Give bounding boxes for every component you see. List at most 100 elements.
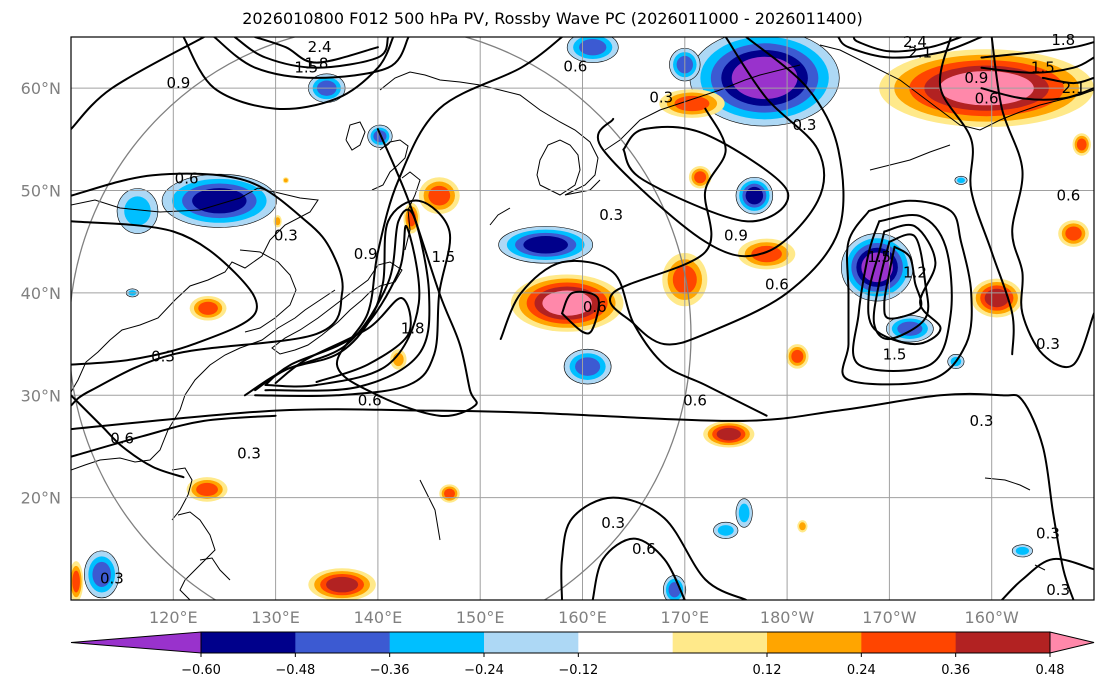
anomaly-level	[799, 522, 806, 531]
pv-contour-line	[254, 208, 431, 392]
anomaly-blob	[663, 575, 687, 600]
contour-label: 0.6	[358, 391, 382, 409]
contour-label: 2.4	[903, 33, 927, 51]
pv-contour-line	[561, 290, 600, 335]
anomaly-level	[326, 576, 359, 593]
coastlines	[71, 44, 1094, 600]
anomaly-blob	[308, 568, 376, 600]
contour-label: 0.6	[683, 391, 707, 409]
anomaly-level	[283, 178, 288, 183]
pv-contour-line	[980, 41, 1094, 59]
pv-contour-line	[938, 37, 1015, 356]
contour-label: 0.6	[110, 429, 134, 447]
anomaly-blob	[1072, 133, 1091, 156]
anomaly-level	[694, 171, 707, 184]
colorbar-segment	[578, 632, 674, 653]
contour-labels: 0.90.60.30.30.60.30.30.9 1.51.80.62.41.81…	[100, 31, 1085, 599]
anomaly-blob	[737, 238, 796, 270]
anomaly-blob	[797, 520, 808, 533]
pv-contour-line	[867, 223, 942, 346]
anomaly-blob	[713, 521, 739, 539]
latitude-labels: 20°N 30°N 40°N 50°N 60°N	[21, 79, 61, 507]
contour-label: 0.6	[563, 58, 587, 76]
pv-contours	[71, 37, 1094, 600]
colorbar-tick-label: −0.60	[181, 663, 221, 678]
colorbar-extend-low	[70, 631, 202, 654]
contour-label: 0.3	[601, 514, 625, 532]
pv-contour-line	[71, 172, 344, 407]
pv-contour-line	[622, 125, 790, 223]
anomaly-level	[575, 357, 601, 376]
anomaly-level	[716, 427, 741, 441]
longitude-label: 180°W	[760, 608, 815, 627]
anomaly-level	[72, 570, 80, 593]
anomaly-blob	[703, 420, 755, 448]
colorbar-frame	[200, 631, 1051, 654]
contour-label: 0.9	[724, 227, 748, 245]
pv-contour-line	[243, 199, 452, 398]
anomaly-level	[1076, 138, 1087, 151]
pv-contour-line	[499, 259, 768, 417]
anomaly-level	[124, 196, 151, 226]
anomaly-level	[1015, 546, 1030, 555]
pv-contour-line	[872, 233, 930, 341]
pv-contour-line	[1000, 557, 1094, 600]
anomaly-level	[196, 482, 218, 496]
latitude-label: 50°N	[21, 182, 61, 201]
pv-contour-line	[71, 220, 258, 366]
pv-contour-line	[274, 297, 412, 384]
latitude-label: 30°N	[21, 386, 61, 405]
pv-contour-line	[591, 537, 686, 600]
anomaly-blob	[954, 175, 968, 185]
colorbar-segment	[861, 632, 957, 653]
anomaly-level	[542, 290, 592, 316]
colorbar-segment	[201, 632, 296, 653]
anomaly-blob	[418, 177, 460, 215]
pv-contour-line	[980, 87, 1094, 101]
pv-contour-line	[213, 37, 410, 79]
pv-contour-line	[990, 37, 1094, 369]
contour-label: 0.6	[583, 298, 607, 316]
radius-circle	[71, 37, 692, 600]
anomaly-level	[1065, 226, 1082, 241]
longitude-label: 170°E	[660, 608, 709, 627]
anomaly-blob	[1058, 220, 1089, 247]
colorbar-tick-label: −0.48	[275, 663, 315, 678]
colorbar-segment	[389, 632, 485, 653]
anomaly-blob	[786, 344, 809, 369]
contour-label: 0.3	[100, 570, 124, 588]
contour-label: 0.6	[175, 169, 199, 187]
contour-label: 1.5	[1031, 59, 1055, 77]
longitude-label: 140°E	[354, 608, 403, 627]
anomaly-level	[717, 525, 734, 536]
contour-label: 1.8	[401, 320, 425, 338]
colorbar-tick-label: −0.12	[558, 663, 598, 678]
colorbar-tick-label: −0.24	[464, 663, 504, 678]
contour-label: 1.5	[883, 345, 907, 363]
colorbar-segment	[767, 632, 862, 653]
contour-label: 1.8	[1051, 31, 1075, 49]
anomaly-level	[444, 488, 455, 499]
pv-contour-line	[560, 496, 748, 600]
anomaly-blob	[273, 215, 282, 228]
anomaly-blob	[1011, 544, 1033, 558]
anomaly-blob	[282, 177, 289, 184]
anomaly-blob	[367, 124, 393, 148]
pv-contour-line	[71, 37, 205, 131]
anomaly-blob	[688, 165, 712, 189]
colorbar-tick-label: 0.24	[847, 663, 876, 678]
contour-label: 1.5	[867, 248, 891, 266]
contour-label: 0.6	[975, 89, 999, 107]
anomaly-blob	[971, 278, 1023, 318]
anomaly-level	[523, 236, 569, 254]
anomaly-blob	[71, 561, 84, 600]
pv-contour-line	[852, 214, 953, 372]
contour-label: 0.3	[1036, 524, 1060, 542]
anomaly-level	[198, 301, 218, 315]
pv-contour-line	[71, 414, 277, 458]
longitude-label: 130°E	[251, 608, 300, 627]
pv-contour-line	[335, 37, 563, 417]
anomaly-level	[668, 582, 681, 598]
contour-label: 0.3	[151, 347, 175, 365]
contour-label: 2.1	[908, 43, 932, 61]
